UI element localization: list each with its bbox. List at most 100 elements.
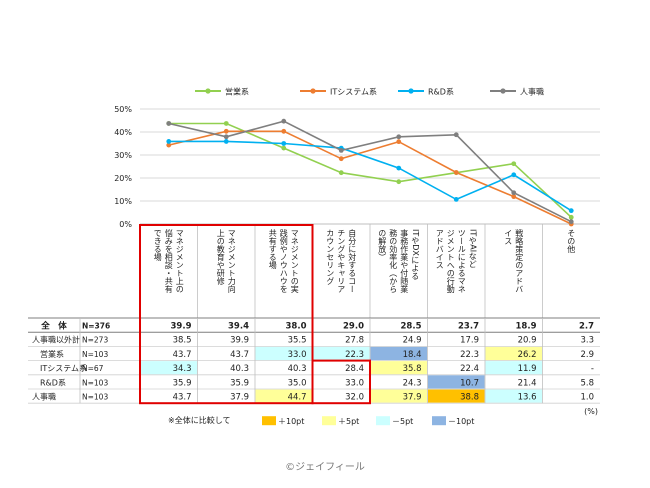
category-label: マネジメント上の xyxy=(175,229,184,293)
table-value: 11.9 xyxy=(518,364,537,374)
y-tick-label: 30% xyxy=(114,151,132,160)
data-point xyxy=(281,141,287,146)
table-value: 44.7 xyxy=(288,393,307,403)
table-value: 18.4 xyxy=(403,350,422,360)
y-tick-label: 50% xyxy=(114,105,132,114)
table-value: 37.9 xyxy=(230,393,249,403)
table-value: 35.5 xyxy=(288,336,307,346)
data-point xyxy=(453,170,459,175)
row-label: 全 体 xyxy=(40,321,67,332)
y-tick-label: 10% xyxy=(114,197,132,206)
category-label: 共有する場 xyxy=(268,229,277,270)
table-value: 43.7 xyxy=(173,393,192,403)
category-label: マネジメント力向 xyxy=(227,229,236,293)
highlight-swatch xyxy=(262,416,276,426)
table-value: 37.9 xyxy=(403,393,422,403)
highlight-label: ＋5pt xyxy=(338,417,359,426)
legend-label: R&D系 xyxy=(428,87,454,97)
series-line xyxy=(168,122,572,218)
highlight-cell xyxy=(428,389,485,403)
table-value: 35.9 xyxy=(230,378,249,388)
category-label: ITやDXによる xyxy=(411,229,420,280)
data-point xyxy=(511,172,517,178)
table-value: 33.0 xyxy=(288,350,307,360)
table-value: 21.4 xyxy=(518,378,537,388)
category-label: 戦略策定のアドバ xyxy=(515,228,524,293)
data-point xyxy=(453,132,459,138)
row-n: N=273 xyxy=(82,336,108,345)
data-point xyxy=(511,161,517,167)
row-n: N=376 xyxy=(82,322,110,331)
data-point xyxy=(396,179,402,185)
legend-marker xyxy=(310,88,316,94)
table-value: 35.8 xyxy=(403,364,422,374)
table-value: 26.2 xyxy=(518,350,537,360)
row-label: 人事職以外計 xyxy=(32,335,80,345)
highlight-swatch xyxy=(376,416,390,426)
table-value: 38.0 xyxy=(286,322,307,332)
table-value: - xyxy=(591,364,594,374)
table-value: 18.9 xyxy=(516,322,537,332)
highlight-cell xyxy=(428,375,485,389)
highlight-cell xyxy=(370,361,427,375)
table-value: 39.4 xyxy=(228,322,249,332)
series-line xyxy=(168,120,572,223)
legend-label: 人事職 xyxy=(520,87,544,97)
legend-marker xyxy=(205,88,211,94)
data-point xyxy=(453,196,459,202)
table-value: 28.4 xyxy=(345,364,364,374)
category-label: アドバイス xyxy=(435,229,444,269)
table-value: 28.5 xyxy=(401,322,422,332)
y-tick-label: 40% xyxy=(114,128,132,137)
row-label: 人事職 xyxy=(32,392,56,402)
data-point xyxy=(511,190,517,196)
data-point xyxy=(281,118,287,124)
data-point xyxy=(396,134,402,140)
table-value: 24.9 xyxy=(403,336,422,346)
y-tick-label: 20% xyxy=(114,174,132,183)
row-n: N=103 xyxy=(82,378,108,387)
category-label: できる場 xyxy=(153,229,162,262)
category-label: 上の教育や研修 xyxy=(216,229,225,286)
series-line xyxy=(168,130,572,225)
category-label: ITやAIなど xyxy=(468,229,477,268)
category-label: チングやキャリア xyxy=(337,229,346,293)
category-label: 自分に対するコー xyxy=(348,228,357,293)
category-label: イス xyxy=(504,229,513,245)
table-value: 29.0 xyxy=(343,322,364,332)
category-label: 悩みを相談・共有 xyxy=(164,228,173,294)
highlight-cell xyxy=(370,389,427,403)
data-point xyxy=(338,148,344,153)
table-value: 5.8 xyxy=(580,378,594,388)
data-point xyxy=(281,145,287,151)
table-value: 27.8 xyxy=(345,336,364,346)
category-label: その他 xyxy=(567,229,576,254)
data-point xyxy=(568,208,574,214)
category-label: カウンセリング xyxy=(326,229,335,285)
category-label: 践例やノウハウを xyxy=(279,228,288,293)
category-label: ツールによるマネ xyxy=(457,229,466,293)
table-value: 2.9 xyxy=(580,350,594,360)
table-value: 24.3 xyxy=(403,378,422,388)
table-value: 38.8 xyxy=(460,393,479,403)
highlight-label: ＋10pt xyxy=(278,417,304,426)
table-value: 33.0 xyxy=(345,378,364,388)
unit-label: (%) xyxy=(584,407,598,416)
data-point xyxy=(223,121,229,126)
table-value: 13.6 xyxy=(518,393,537,403)
data-point xyxy=(166,139,172,144)
table-value: 20.9 xyxy=(518,336,537,346)
table-value: 32.0 xyxy=(345,393,364,403)
highlight-cell xyxy=(140,361,197,375)
row-n: N=67 xyxy=(82,364,104,373)
table-value: 3.3 xyxy=(580,336,594,346)
table-value: 40.3 xyxy=(230,364,249,374)
data-point xyxy=(223,134,229,140)
table-value: 43.7 xyxy=(230,350,249,360)
category-label: 務の効率化（から xyxy=(389,228,398,293)
highlight-cell xyxy=(485,389,542,403)
highlight-swatch xyxy=(322,416,336,426)
legend-marker xyxy=(408,88,414,94)
data-point xyxy=(166,142,172,148)
legend-marker xyxy=(500,88,506,94)
